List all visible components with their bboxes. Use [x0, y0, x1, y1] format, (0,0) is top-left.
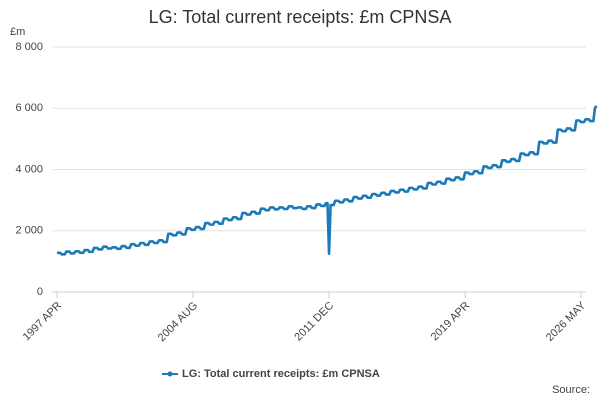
chart-title: LG: Total current receipts: £m CPNSA — [149, 7, 452, 27]
y-tick-label: 6 000 — [15, 102, 43, 114]
y-tick-label: 0 — [37, 286, 43, 298]
data-line — [57, 105, 598, 256]
y-tick-label: 2 000 — [15, 225, 43, 237]
y-tick-label: 8 000 — [15, 41, 43, 53]
x-tick-label: 2026 MAY — [544, 299, 589, 344]
y-axis-label: £m — [10, 26, 25, 38]
legend-marker — [167, 371, 173, 377]
x-tick-label: 1997 APR — [21, 300, 65, 344]
y-tick-label: 4 000 — [15, 163, 43, 175]
legend-label: LG: Total current receipts: £m CPNSA — [182, 368, 380, 380]
source: Source: — [552, 384, 590, 396]
x-tick-label: 2019 APR — [429, 300, 473, 344]
x-tick-label: 2011 DEC — [292, 300, 336, 344]
x-tick-label: 2004 AUG — [156, 300, 200, 344]
